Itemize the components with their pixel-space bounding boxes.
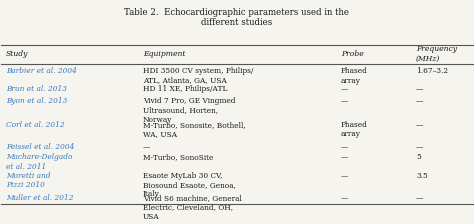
- Text: Probe: Probe: [341, 50, 364, 58]
- Text: —: —: [341, 153, 348, 161]
- Text: Frequency
(MHz): Frequency (MHz): [416, 45, 457, 63]
- Text: Brun et al. 2013: Brun et al. 2013: [6, 85, 67, 93]
- Text: —: —: [341, 172, 348, 180]
- Text: —: —: [341, 97, 348, 105]
- Text: Phased
array: Phased array: [341, 67, 367, 84]
- Text: 5: 5: [416, 153, 421, 161]
- Text: Corl et al. 2012: Corl et al. 2012: [6, 121, 65, 129]
- Text: —: —: [416, 85, 423, 93]
- Text: Machare-Delgado
et al. 2011: Machare-Delgado et al. 2011: [6, 153, 73, 170]
- Text: Equipment: Equipment: [143, 50, 185, 58]
- Text: —: —: [143, 143, 150, 151]
- Text: 1.67–3.2: 1.67–3.2: [416, 67, 448, 75]
- Text: —: —: [416, 194, 423, 202]
- Text: Barbier et al. 2004: Barbier et al. 2004: [6, 67, 77, 75]
- Text: —: —: [341, 194, 348, 202]
- Text: Phased
array: Phased array: [341, 121, 367, 138]
- Text: Table 2.  Echocardiographic parameters used in the
different studies: Table 2. Echocardiographic parameters us…: [125, 8, 349, 27]
- Text: Muller et al. 2012: Muller et al. 2012: [6, 194, 73, 202]
- Text: Moretti and
Pizzi 2010: Moretti and Pizzi 2010: [6, 172, 51, 189]
- Text: Feissel et al. 2004: Feissel et al. 2004: [6, 143, 74, 151]
- Text: Study: Study: [6, 50, 28, 58]
- Text: Esaote MyLab 30 CV,
Biosound Esaote, Genoa,
Italy: Esaote MyLab 30 CV, Biosound Esaote, Gen…: [143, 172, 236, 198]
- Text: Byon et al. 2013: Byon et al. 2013: [6, 97, 67, 105]
- Text: HDI 3500 CV system, Philips/
ATL, Atlanta, GA, USA: HDI 3500 CV system, Philips/ ATL, Atlant…: [143, 67, 253, 84]
- Text: —: —: [341, 85, 348, 93]
- Text: HD 11 XE, Philips/ATL: HD 11 XE, Philips/ATL: [143, 85, 227, 93]
- Text: Vivid 7 Pro, GE Vingmed
Ultrasound, Horten,
Norway: Vivid 7 Pro, GE Vingmed Ultrasound, Hort…: [143, 97, 235, 124]
- Text: —: —: [416, 121, 423, 129]
- Text: —: —: [416, 97, 423, 105]
- Text: M-Turbo, Sonosite, Bothell,
WA, USA: M-Turbo, Sonosite, Bothell, WA, USA: [143, 121, 246, 138]
- Text: —: —: [416, 143, 423, 151]
- Text: —: —: [341, 143, 348, 151]
- Text: 3.5: 3.5: [416, 172, 428, 180]
- Text: Vivid S6 machine, General
Electric, Cleveland, OH,
USA: Vivid S6 machine, General Electric, Clev…: [143, 194, 242, 221]
- Text: M-Turbo, SonoSite: M-Turbo, SonoSite: [143, 153, 213, 161]
